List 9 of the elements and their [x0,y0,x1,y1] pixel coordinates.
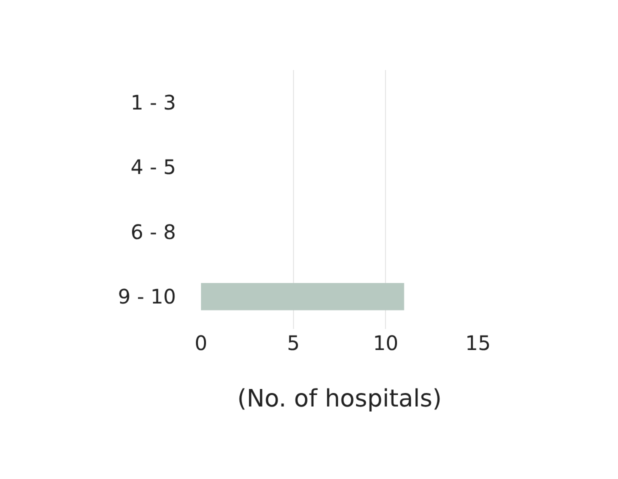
y-tick-label: 6 - 8 [130,220,176,244]
x-tick-label: 0 [194,331,208,355]
x-tick-label: 15 [465,331,491,355]
x-tick-label: 10 [372,331,398,355]
y-tick-label: 9 - 10 [118,284,176,309]
x-axis-title: (No. of hospitals) [237,384,442,412]
y-tick-label: 1 - 3 [130,90,176,114]
y-tick-label: 4 - 5 [130,155,176,180]
x-tick-label: 5 [286,331,300,355]
